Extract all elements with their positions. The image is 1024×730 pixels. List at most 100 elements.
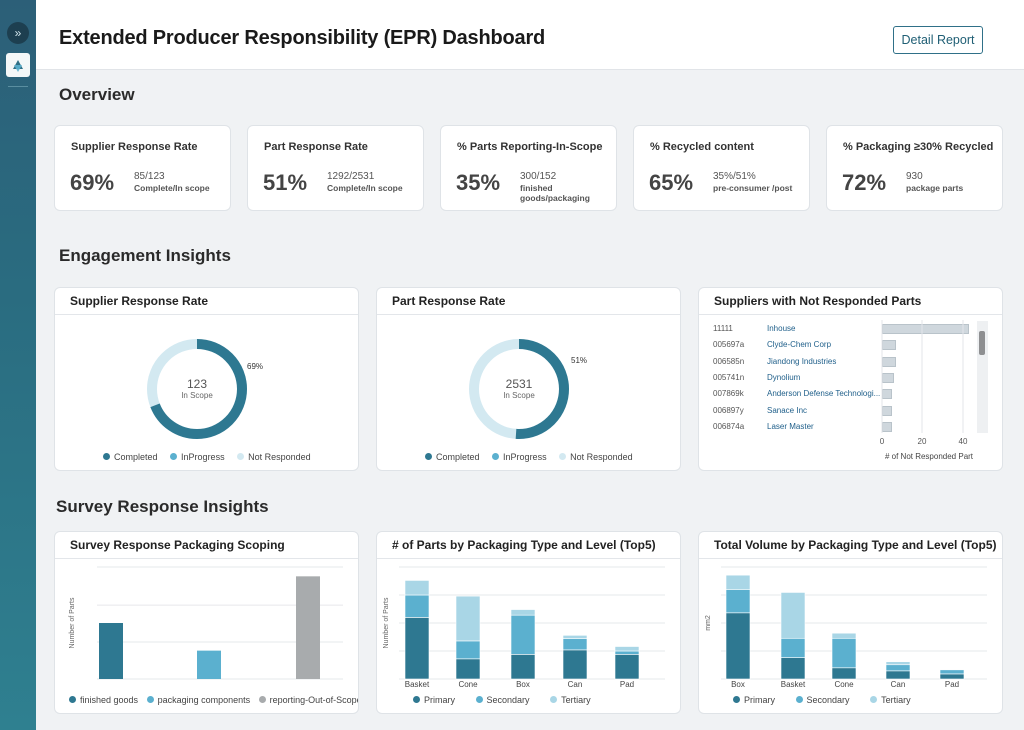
- app-logo-icon[interactable]: [6, 53, 30, 77]
- x-tick-label: Basket: [781, 680, 806, 689]
- bar-can-tertiary: [885, 661, 911, 666]
- legend-item-tertiary[interactable]: Tertiary: [550, 695, 591, 705]
- x-tick-label: Box: [516, 680, 530, 689]
- section-title-engagement: Engagement Insights: [59, 246, 231, 265]
- supplier-name-link[interactable]: Clyde-Chem Corp: [767, 340, 832, 350]
- axis-tick: 40: [959, 437, 968, 446]
- supplier-name-link[interactable]: Jiandong Industries: [767, 356, 837, 366]
- supplier-row[interactable]: 005697a Clyde-Chem Corp: [713, 338, 983, 352]
- kpi-card-part-response[interactable]: Part Response Rate 51% 1292/2531 Complet…: [247, 125, 424, 211]
- kpi-card-recycled-content[interactable]: % Recycled content 65% 35%/51% pre-consu…: [633, 125, 810, 211]
- bar-pad-tertiary: [614, 646, 640, 652]
- supplier-bar[interactable]: [882, 340, 897, 351]
- donut-completed-arc: [147, 339, 247, 439]
- kpi-caption: Complete/In scope: [134, 183, 210, 193]
- supplier-bar[interactable]: [882, 372, 895, 383]
- kpi-label: % Recycled content: [650, 141, 754, 153]
- supplier-name-link[interactable]: Dynolium: [767, 372, 801, 382]
- legend-item-secondary[interactable]: Secondary: [475, 695, 530, 705]
- kpi-caption: pre-consumer /post: [713, 183, 793, 193]
- bar-can-tertiary: [562, 635, 588, 639]
- legend-item-secondary[interactable]: Secondary: [795, 695, 850, 705]
- rail-divider: [8, 86, 28, 87]
- packaging-scoping-panel: Survey Response Packaging Scoping Number…: [54, 531, 359, 714]
- supplier-bar[interactable]: [882, 356, 897, 367]
- x-tick-label: Pad: [945, 680, 959, 689]
- vertical-scrollbar[interactable]: [977, 321, 988, 433]
- legend-item-completed[interactable]: Completed: [103, 452, 158, 462]
- parts-by-packaging-panel: # of Parts by Packaging Type and Level (…: [376, 531, 681, 714]
- supplier-bar[interactable]: [882, 324, 970, 334]
- donut-legend: Completed InProgress Not Responded: [103, 452, 321, 462]
- legend-item-packaging-components[interactable]: packaging components: [146, 695, 250, 705]
- legend-item-completed[interactable]: Completed: [425, 452, 480, 462]
- kpi-card-supplier-response[interactable]: Supplier Response Rate 69% 85/123 Comple…: [54, 125, 231, 211]
- bar-box-primary: [510, 654, 536, 680]
- bar-box-tertiary: [510, 609, 536, 616]
- x-tick-label: Can: [568, 680, 583, 689]
- kpi-card-packaging-recycled[interactable]: % Packaging ≥30% Recycled 72% 930 packag…: [826, 125, 1003, 211]
- legend-item-primary[interactable]: Primary: [413, 695, 455, 705]
- supplier-name-link[interactable]: Anderson Defense Technologi...: [767, 389, 881, 399]
- donut-center-value: 2531: [506, 377, 533, 391]
- legend-item-not-responded[interactable]: Not Responded: [237, 452, 311, 462]
- volume-by-packaging-chart: mm2 Box Basket Cone Can Pad: [705, 566, 987, 689]
- supplier-row[interactable]: 005741n Dynolium: [713, 371, 983, 385]
- legend-item-inprogress[interactable]: InProgress: [492, 452, 547, 462]
- bar-basket-tertiary: [780, 592, 806, 639]
- detail-report-button[interactable]: Detail Report: [893, 26, 983, 54]
- supplier-row[interactable]: 007869k Anderson Defense Technologi...: [713, 387, 983, 401]
- y-axis-label: Number of Parts: [383, 597, 390, 648]
- kpi-card-parts-in-scope[interactable]: % Parts Reporting-In-Scope 35% 300/152 f…: [440, 125, 617, 211]
- bar-reporting-out-of-scope: [296, 576, 320, 679]
- panel-title: Supplier Response Rate: [55, 288, 358, 315]
- kpi-detail: 930: [906, 171, 923, 182]
- legend-item-inprogress[interactable]: InProgress: [170, 452, 225, 462]
- supplier-donut-chart: 123 In Scope 69%: [147, 339, 263, 439]
- kpi-label: % Packaging ≥30% Recycled: [843, 141, 994, 153]
- x-tick-label: Cone: [834, 680, 854, 689]
- kpi-value: 51%: [263, 170, 308, 195]
- supplier-row[interactable]: 11111 Inhouse: [713, 322, 983, 336]
- bar-basket-primary: [780, 657, 806, 680]
- supplier-name-link[interactable]: Sanace Inc: [767, 405, 808, 415]
- kpi-detail: 300/152: [520, 171, 557, 182]
- parts-by-packaging-chart: Number of Parts Basket Cone Box Can Pad: [383, 566, 665, 689]
- supplier-id: 11111: [713, 324, 733, 333]
- part-response-panel: Part Response Rate 2531 In Scope 51% Com…: [376, 287, 681, 471]
- legend-item-tertiary[interactable]: Tertiary: [870, 695, 911, 705]
- bar-pad-primary: [614, 654, 640, 680]
- legend-item-not-responded[interactable]: Not Responded: [559, 452, 633, 462]
- supplier-name-link[interactable]: Laser Master: [767, 421, 814, 431]
- kpi-caption: package parts: [906, 183, 964, 193]
- legend-item-finished-goods[interactable]: finished goods: [69, 695, 138, 705]
- supplier-row[interactable]: 006897y Sanace Inc: [713, 404, 983, 418]
- supplier-row[interactable]: 006585n Jiandong Industries: [713, 355, 983, 369]
- supplier-name-link[interactable]: Inhouse: [767, 324, 796, 333]
- supplier-id: 005741n: [713, 372, 745, 382]
- bar-box-tertiary: [725, 574, 751, 590]
- bar-can-secondary: [885, 664, 911, 672]
- supplier-bar[interactable]: [882, 421, 893, 432]
- supplier-bar[interactable]: [882, 389, 893, 400]
- supplier-bar[interactable]: [882, 405, 893, 416]
- page-title: Extended Producer Responsibility (EPR) D…: [59, 27, 546, 49]
- kpi-label: Part Response Rate: [264, 141, 368, 153]
- donut-center-value: 123: [187, 377, 207, 391]
- x-tick-label: Pad: [620, 680, 634, 689]
- bar-basket-tertiary: [404, 580, 430, 596]
- axis-tick: 0: [880, 437, 885, 446]
- legend-item-out-of-scope[interactable]: reporting-Out-of-Scope: [258, 695, 358, 705]
- bar-cone-secondary: [831, 637, 857, 669]
- supplier-id: 005697a: [713, 340, 745, 350]
- bar-pad-primary: [939, 673, 965, 680]
- bar-cone-tertiary: [455, 595, 481, 642]
- bar-finished-goods: [99, 623, 123, 679]
- packaging-scoping-chart: Number of Parts: [69, 566, 343, 680]
- scrollbar-thumb[interactable]: [979, 331, 985, 355]
- panel-title: # of Parts by Packaging Type and Level (…: [377, 532, 680, 559]
- legend-item-primary[interactable]: Primary: [733, 695, 775, 705]
- double-chevron-right-icon[interactable]: »: [7, 22, 29, 44]
- supplier-row[interactable]: 006874a Laser Master: [713, 420, 983, 434]
- bar-box-primary: [725, 612, 751, 680]
